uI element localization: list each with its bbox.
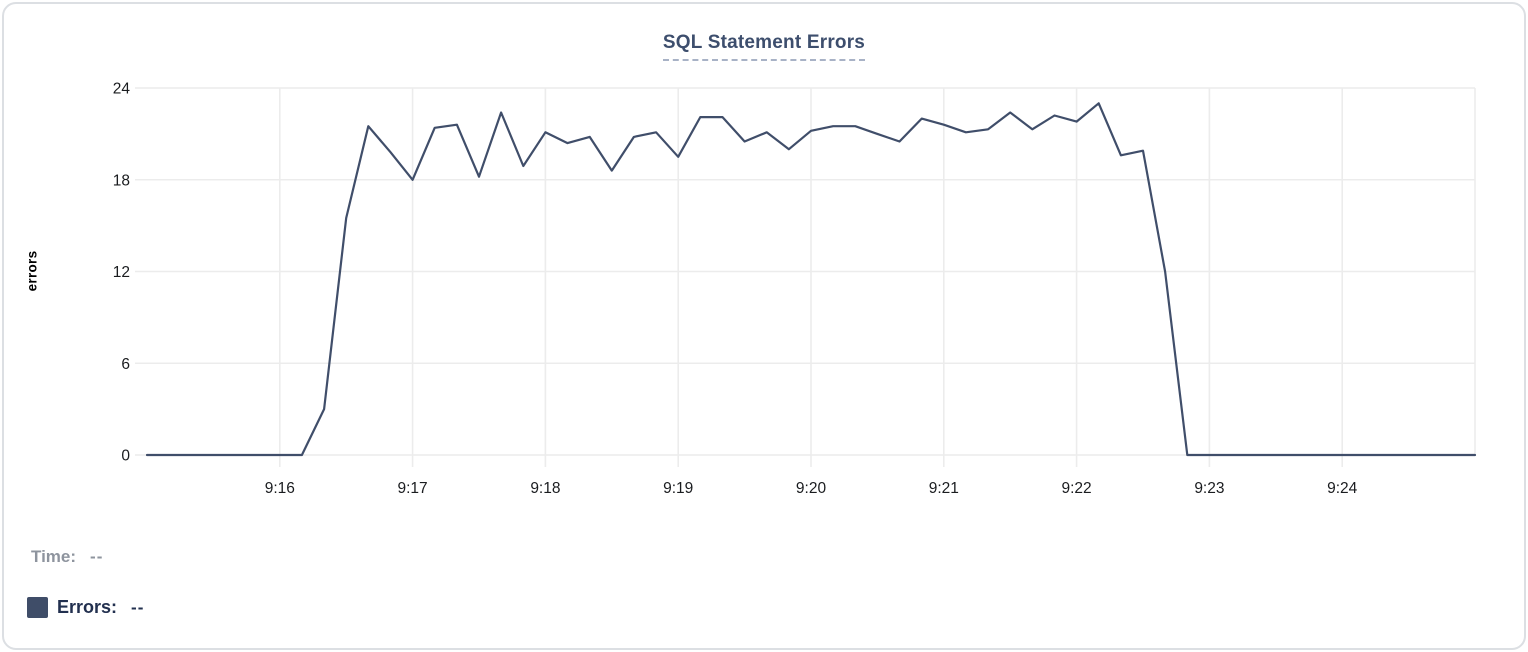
x-axis-tick-label: 9:18 bbox=[530, 480, 560, 497]
chart-plot-area[interactable]: 0 6 12 18 24 9:16 9:17 9:18 9:19 9:20 9:21 9:22 9:23… bbox=[4, 4, 1528, 516]
x-axis-tick-label: 9:24 bbox=[1327, 480, 1358, 497]
time-label: Time: bbox=[31, 547, 77, 566]
errors-label: Errors: bbox=[57, 597, 118, 617]
y-axis-tick-label: 18 bbox=[113, 172, 130, 189]
x-axis-tick-label: 9:23 bbox=[1194, 480, 1224, 497]
y-axis-tick-label: 6 bbox=[121, 356, 130, 373]
time-value: -- bbox=[90, 547, 104, 566]
y-axis-tick-label: 12 bbox=[113, 264, 130, 281]
x-axis-tick-label: 9:19 bbox=[663, 480, 693, 497]
x-axis-tick-label: 9:20 bbox=[796, 480, 827, 497]
x-axis-tick-label: 9:17 bbox=[398, 480, 428, 497]
hover-readout: Time: -- Errors: -- bbox=[4, 4, 1524, 648]
chart-header: SQL Statement Errors bbox=[4, 32, 1524, 61]
x-axis-tick-label: 9:22 bbox=[1062, 480, 1092, 497]
y-axis-tick-label: 0 bbox=[121, 448, 130, 465]
errors-value: -- bbox=[131, 597, 145, 617]
x-axis-tick-label: 9:16 bbox=[265, 480, 295, 497]
y-axis-tick-label: 24 bbox=[113, 81, 131, 98]
chart-title[interactable]: SQL Statement Errors bbox=[662, 32, 866, 61]
y-axis-title: errors bbox=[24, 250, 40, 292]
errors-series-swatch bbox=[27, 597, 48, 618]
errors-line-series bbox=[145, 102, 1477, 457]
legend-errors-row[interactable]: Errors: -- bbox=[27, 597, 144, 618]
x-axis-tick-label: 9:21 bbox=[929, 480, 959, 497]
readout-time-row: Time: -- bbox=[31, 547, 103, 567]
